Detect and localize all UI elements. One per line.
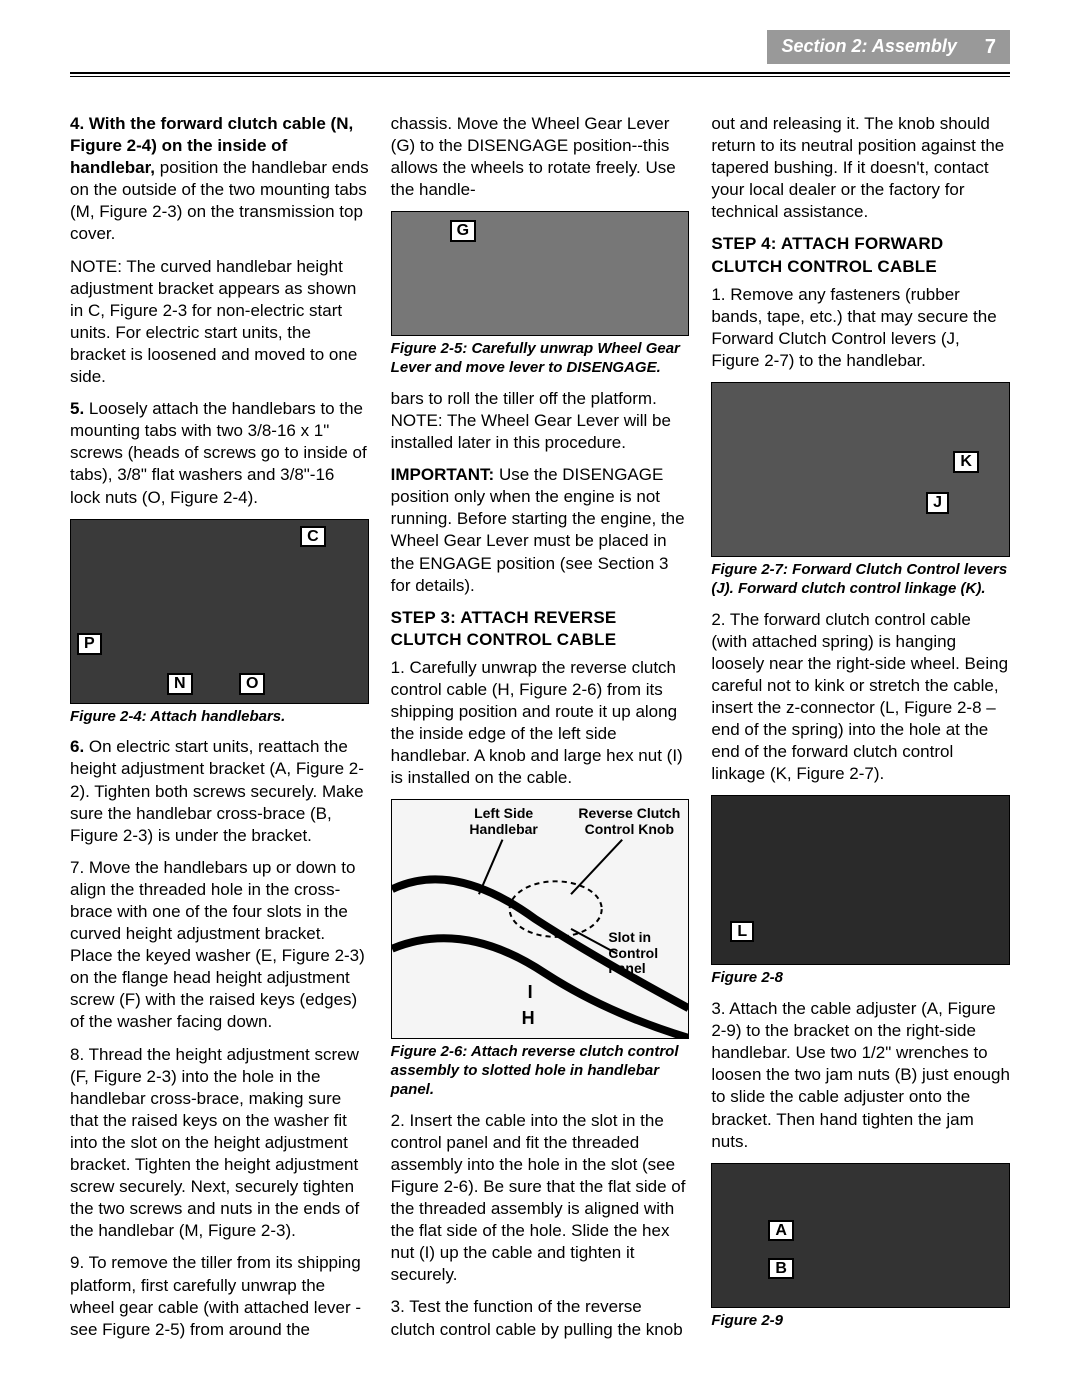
callout-J: J xyxy=(926,492,949,514)
header-rules xyxy=(70,72,1010,77)
figure-2-9: A B Figure 2-9 xyxy=(711,1163,1010,1331)
figure-2-8-caption: Figure 2-8 xyxy=(711,969,1010,988)
callout-K: K xyxy=(953,451,979,473)
callout-P: P xyxy=(77,633,102,655)
figure-2-8: L Figure 2-8 xyxy=(711,795,1010,988)
figure-2-7-image: K J xyxy=(711,382,1010,557)
col2-continuation: bars to roll the tiller off the platform… xyxy=(391,388,690,454)
step-4-para: 4. With the forward clutch cable (N, Fig… xyxy=(70,113,369,246)
step-5-para: 5. Loosely attach the handlebars to the … xyxy=(70,398,369,508)
step-7-para: 7. Move the handlebars up or down to ali… xyxy=(70,857,369,1034)
step3-p2: 2. Insert the cable into the slot in the… xyxy=(391,1110,690,1287)
step-8-para: 8. Thread the height adjustment screw (F… xyxy=(70,1044,369,1243)
step-6-para: 6. On electric start units, reattach the… xyxy=(70,736,369,846)
step3-p1: 1. Carefully unwrap the reverse clutch c… xyxy=(391,657,690,790)
step4-p3: 3. Attach the cable adjuster (A, Figure … xyxy=(711,998,1010,1153)
step-4-heading: STEP 4: ATTACH FORWARD CLUTCH CONTROL CA… xyxy=(711,233,1010,277)
callout-N: N xyxy=(167,673,193,695)
important-lead: IMPORTANT: xyxy=(391,465,495,484)
figure-2-4-image: C P N O xyxy=(70,519,369,704)
figure-2-5-caption: Figure 2-5: Carefully unwrap Wheel Gear … xyxy=(391,340,690,378)
important-para: IMPORTANT: Use the DISENGAGE position on… xyxy=(391,464,690,597)
callout-G: G xyxy=(450,220,476,242)
page-number: 7 xyxy=(985,34,996,60)
figure-2-7: K J Figure 2-7: Forward Clutch Control l… xyxy=(711,382,1010,599)
callout-B: B xyxy=(768,1258,794,1280)
figure-2-4-caption: Figure 2-4: Attach handlebars. xyxy=(70,708,369,727)
figure-2-5: G Figure 2-5: Carefully unwrap Wheel Gea… xyxy=(391,211,690,378)
figure-2-6: Left Side Handlebar Reverse Clutch Contr… xyxy=(391,799,690,1099)
step4-p1: 1. Remove any fasteners (rubber bands, t… xyxy=(711,284,1010,372)
figure-2-8-image: L xyxy=(711,795,1010,965)
figure-2-5-image: G xyxy=(391,211,690,336)
figure-2-6-caption: Figure 2-6: Attach reverse clutch contro… xyxy=(391,1043,690,1099)
figure-2-4: C P N O Figure 2-4: Attach handlebars. xyxy=(70,519,369,727)
header-bar: Section 2: Assembly 7 xyxy=(70,30,1010,64)
step-5-text: Loosely attach the handlebars to the mou… xyxy=(70,399,367,506)
callout-L: L xyxy=(730,921,754,943)
note-para: NOTE: The curved handlebar height adjust… xyxy=(70,256,369,389)
section-label: Section 2: Assembly xyxy=(781,35,956,58)
step4-p2: 2. The forward clutch control cable (wit… xyxy=(711,609,1010,786)
page-columns: 4. With the forward clutch cable (N, Fig… xyxy=(70,113,1010,1343)
callout-O: O xyxy=(239,673,265,695)
figure-2-9-image: A B xyxy=(711,1163,1010,1308)
figure-2-6-image: Left Side Handlebar Reverse Clutch Contr… xyxy=(391,799,690,1039)
figure-2-7-caption: Figure 2-7: Forward Clutch Control lever… xyxy=(711,561,1010,599)
callout-C: C xyxy=(300,526,326,548)
section-tab: Section 2: Assembly 7 xyxy=(767,30,1010,64)
step-3-heading: STEP 3: ATTACH REVERSE CLUTCH CONTROL CA… xyxy=(391,607,690,651)
callout-A: A xyxy=(768,1220,794,1242)
figure-2-9-caption: Figure 2-9 xyxy=(711,1312,1010,1331)
important-body: Use the DISENGAGE position only when the… xyxy=(391,465,685,594)
